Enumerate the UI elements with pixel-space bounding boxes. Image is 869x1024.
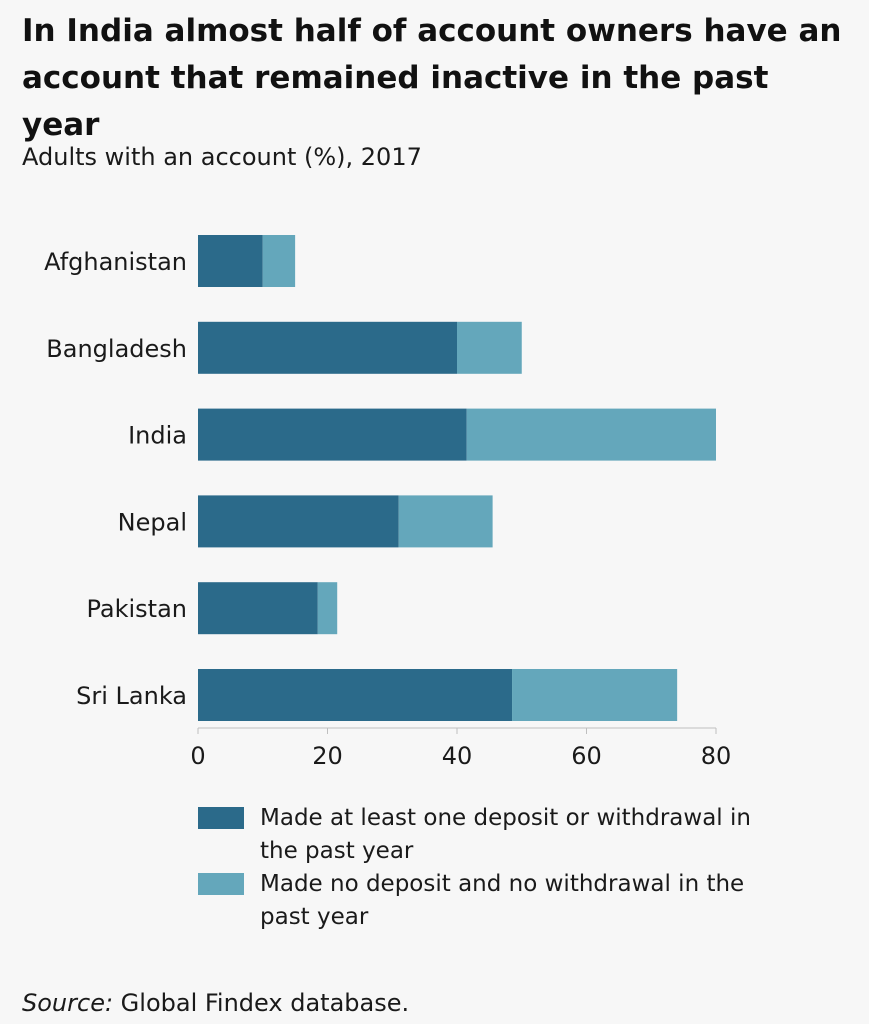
category-labels: Afghanistan Bangladesh India Nepal Pakistan S… xyxy=(44,248,187,710)
category-label: Nepal xyxy=(118,508,187,536)
bar-india-series-0 xyxy=(198,408,467,461)
legend-swatch-active xyxy=(198,807,244,829)
legend-item-inactive: Made no deposit and no withdrawal in the… xyxy=(198,868,778,934)
category-label: Afghanistan xyxy=(44,248,187,276)
bar-pakistan-series-1 xyxy=(317,582,338,635)
source-label: Source: xyxy=(22,989,114,1017)
chart-title: In India almost half of account owners h… xyxy=(22,13,842,143)
legend-swatch-inactive xyxy=(198,873,244,895)
bars-group xyxy=(198,235,716,721)
category-label: Sri Lanka xyxy=(76,682,187,710)
x-tick-label: 40 xyxy=(442,742,473,770)
bar-afghanistan-series-0 xyxy=(198,235,263,287)
x-tick-label: 0 xyxy=(190,742,205,770)
category-label: India xyxy=(128,422,187,450)
legend-item-active: Made at least one deposit or withdrawal … xyxy=(198,802,778,868)
bar-bangladesh-series-1 xyxy=(457,321,522,374)
chart-subtitle: Adults with an account (%), 2017 xyxy=(22,143,422,171)
bar-bangladesh-series-0 xyxy=(198,321,457,374)
bar-nepal-series-0 xyxy=(198,495,399,548)
category-label: Bangladesh xyxy=(46,335,187,363)
legend-label-inactive: Made no deposit and no withdrawal in the… xyxy=(260,871,745,930)
source-note: Source: Global Findex database. xyxy=(22,988,409,1018)
bar-india-series-1 xyxy=(466,408,716,461)
x-tick-label: 60 xyxy=(571,742,602,770)
source-text: Global Findex database. xyxy=(113,989,410,1017)
x-tick-label: 80 xyxy=(701,742,732,770)
bar-sri-lanka-series-1 xyxy=(512,669,678,721)
bar-afghanistan-series-1 xyxy=(262,235,296,287)
x-tick-label: 20 xyxy=(312,742,343,770)
stacked-bar-chart: Afghanistan Bangladesh India Nepal Pakistan S… xyxy=(44,235,732,770)
bar-nepal-series-1 xyxy=(398,495,493,548)
bar-sri-lanka-series-0 xyxy=(198,669,513,721)
bar-pakistan-series-0 xyxy=(198,582,318,635)
x-axis: 0 20 40 60 80 xyxy=(190,727,732,770)
legend: Made at least one deposit or withdrawal … xyxy=(198,802,778,934)
category-label: Pakistan xyxy=(87,595,188,623)
legend-label-active: Made at least one deposit or withdrawal … xyxy=(260,805,751,864)
